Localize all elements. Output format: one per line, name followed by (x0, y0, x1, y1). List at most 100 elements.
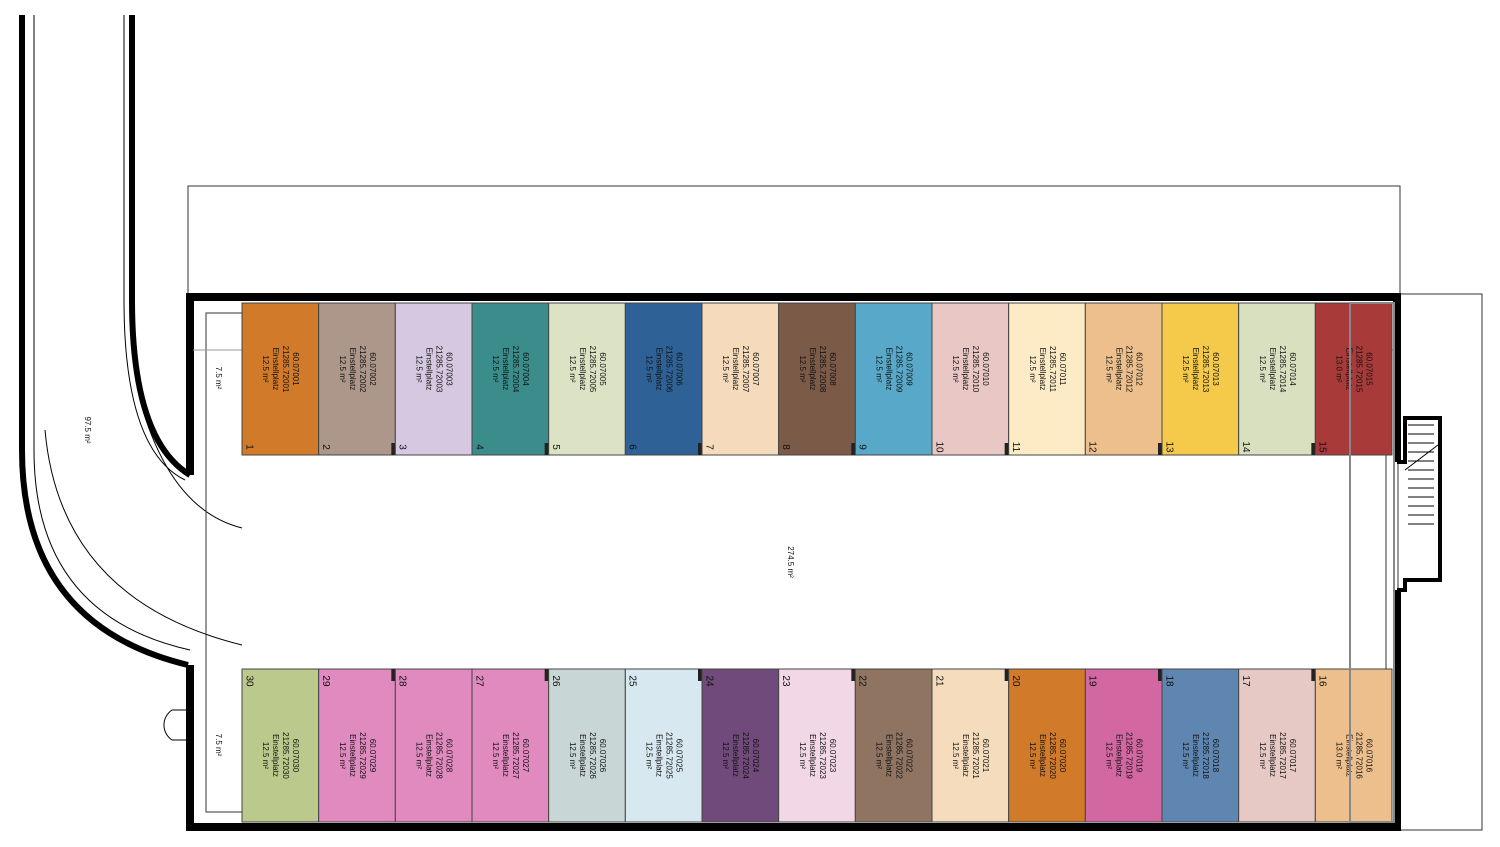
space-number: 29 (320, 675, 331, 687)
space-area: 12.5 m² (568, 355, 577, 382)
space-register: 21285.72007 (741, 346, 750, 393)
stair-arrow (1404, 444, 1439, 471)
space-type: Einstellplatz (1191, 348, 1200, 391)
stub-area: 7.5 m² (214, 734, 223, 757)
space-area: 12.5 m² (1105, 742, 1114, 769)
space-id: 60.07023 (828, 739, 837, 773)
space-area: 12.5 m² (1258, 742, 1267, 769)
parking-space (624, 668, 703, 823)
space-number: 17 (1240, 675, 1251, 687)
space-number: 28 (397, 675, 408, 687)
space-id: 60.07027 (521, 739, 530, 773)
space-number: 11 (1010, 442, 1021, 453)
space-type: Einstellplatz (348, 734, 357, 777)
parking-space (241, 302, 320, 456)
space-area: 12.5 m² (261, 355, 270, 382)
space-number: 26 (550, 675, 561, 687)
space-id: 60.07008 (828, 352, 837, 386)
space-register: 21285.72028 (435, 732, 444, 779)
space-id: 60.07010 (981, 352, 990, 386)
space-area: 12.5 m² (491, 355, 500, 382)
space-area: 12.5 m² (875, 742, 884, 769)
space-type: Einstellplatz (1115, 348, 1124, 391)
space-type: Einstellplatz (655, 734, 664, 777)
space-number: 27 (473, 675, 484, 687)
space-area: 12.5 m² (645, 355, 654, 382)
space-number: 1 (243, 444, 254, 450)
space-area: 12.5 m² (645, 742, 654, 769)
stair-wall (1397, 416, 1442, 592)
space-type: Einstellplatz (655, 348, 664, 391)
space-id: 60.07012 (1135, 352, 1144, 386)
parking-space (701, 302, 780, 456)
space-area: 12.5 m² (1181, 355, 1190, 382)
space-type: Einstellplatz (808, 348, 817, 391)
space-id: 60.07025 (675, 739, 684, 773)
space-number: 2 (320, 444, 331, 450)
parking-space (1161, 668, 1240, 823)
right-outline (1397, 293, 1483, 831)
space-area: 12.5 m² (491, 742, 500, 769)
parking-space (1084, 668, 1163, 823)
space-area: 12.5 m² (568, 742, 577, 769)
space-id: 60.07014 (1288, 352, 1297, 386)
space-register: 21285.72027 (511, 732, 520, 779)
guide-box (1349, 302, 1395, 823)
space-number: 18 (1163, 675, 1174, 687)
parking-space (548, 302, 626, 456)
space-number: 30 (243, 675, 254, 687)
space-id: 60.07024 (751, 739, 760, 773)
ramp-wall (19, 15, 189, 668)
space-area: 13.0 m² (1335, 742, 1344, 769)
space-register: 21285.72003 (435, 346, 444, 393)
space-type: Einstellplatz (731, 734, 740, 777)
parking-space (471, 668, 550, 823)
space-type: Einstellplatz (1038, 734, 1047, 777)
space-register: 21285.72013 (1201, 346, 1210, 393)
space-type: Einstellplatz (961, 348, 970, 391)
parking-space (854, 668, 933, 823)
space-number: 25 (627, 675, 638, 687)
space-id: 60.07019 (1135, 739, 1144, 773)
space-number: 16 (1317, 675, 1328, 687)
space-id: 60.07015 (1365, 352, 1374, 386)
space-register: 21285.72020 (1048, 732, 1057, 779)
space-area: 12.5 m² (951, 742, 960, 769)
space-type: Einstellplatz (1038, 348, 1047, 391)
space-register: 21285.72001 (281, 346, 290, 393)
parking-space (318, 302, 396, 456)
space-register: 21285.72005 (588, 346, 597, 393)
space-id: 60.07004 (521, 352, 530, 386)
space-number: 7 (703, 444, 714, 450)
space-id: 60.07022 (905, 739, 914, 773)
space-area: 12.5 m² (338, 742, 347, 769)
space-register: 21285.72030 (281, 732, 290, 779)
space-number: 9 (857, 444, 868, 450)
parking-space (624, 302, 703, 456)
parking-space (394, 668, 473, 823)
ramp-curve (44, 429, 243, 646)
space-register: 21285.72009 (895, 346, 904, 393)
space-number: 23 (780, 675, 791, 687)
space-id: 60.07007 (751, 352, 760, 386)
space-register: 21285.72029 (358, 732, 367, 779)
parking-space (931, 668, 1010, 823)
space-area: 12.5 m² (721, 355, 730, 382)
space-type: Einstellplatz (731, 348, 740, 391)
space-type: Einstellplatz (348, 348, 357, 391)
parking-space (1238, 668, 1316, 823)
space-id: 60.07020 (1058, 739, 1067, 773)
space-number: 6 (627, 444, 638, 450)
space-register: 21285.72017 (1278, 732, 1287, 779)
parking-space (1314, 668, 1393, 823)
space-id: 60.07001 (291, 352, 300, 386)
parking-space (701, 668, 780, 823)
space-type: Einstellplatz (885, 734, 894, 777)
space-area: 12.5 m² (1028, 355, 1037, 382)
space-area: 12.5 m² (951, 355, 960, 382)
space-number: 12 (1087, 441, 1098, 453)
space-id: 60.07028 (445, 739, 454, 773)
space-area: 12.5 m² (798, 742, 807, 769)
ramp-line (123, 15, 186, 481)
